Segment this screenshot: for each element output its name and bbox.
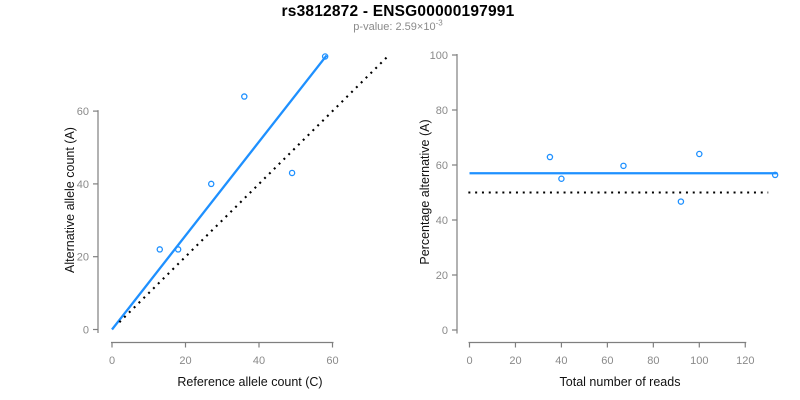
chart-subtitle: p-value: 2.59×10-3 (0, 18, 796, 33)
y-tick-label: 60 (436, 160, 448, 172)
data-point (321, 53, 329, 60)
x-tick-label: 20 (509, 355, 521, 367)
y-tick-label: 40 (77, 179, 89, 191)
x-tick-label: 100 (690, 355, 708, 367)
data-point (677, 198, 685, 205)
pvalue-exponent: -3 (435, 18, 443, 28)
data-point (620, 162, 627, 170)
data-point (696, 150, 703, 158)
pvalue-text: p-value: 2.59×10 (353, 21, 436, 33)
x-tick-label: 120 (736, 355, 754, 367)
y-tick-label: 40 (436, 215, 448, 227)
y-tick-label: 0 (442, 325, 448, 337)
x-tick-label: 20 (179, 355, 191, 367)
data-point (771, 171, 779, 179)
x-tick-label: 0 (466, 355, 472, 367)
y-tick-label: 20 (436, 270, 448, 282)
y-tick-label: 60 (77, 106, 89, 118)
x-axis-title: Reference allele count (C) (177, 375, 322, 389)
x-tick-label: 60 (601, 355, 613, 367)
data-point (288, 169, 296, 177)
chart-title: rs3812872 - ENSG00000197991 (281, 3, 515, 20)
x-tick-label: 0 (109, 355, 115, 367)
x-tick-label: 40 (253, 355, 265, 367)
y-axis-title: Alternative allele count (A) (63, 127, 77, 273)
x-tick-label: 40 (555, 355, 567, 367)
y-axis-title: Percentage alternative (A) (418, 119, 432, 264)
fit-line (111, 54, 328, 331)
data-point (241, 93, 248, 100)
y-tick-label: 80 (436, 105, 448, 117)
data-point (207, 180, 215, 188)
data-point (546, 153, 554, 161)
data-point (558, 175, 565, 182)
y-tick-label: 0 (83, 325, 89, 337)
x-axis-title: Total number of reads (560, 375, 681, 389)
x-tick-label: 60 (326, 355, 338, 367)
data-point (156, 246, 164, 253)
y-tick-label: 20 (77, 252, 89, 264)
identity-line (118, 55, 389, 323)
data-point (174, 246, 182, 253)
x-tick-label: 80 (647, 355, 659, 367)
y-tick-label: 100 (430, 50, 448, 62)
